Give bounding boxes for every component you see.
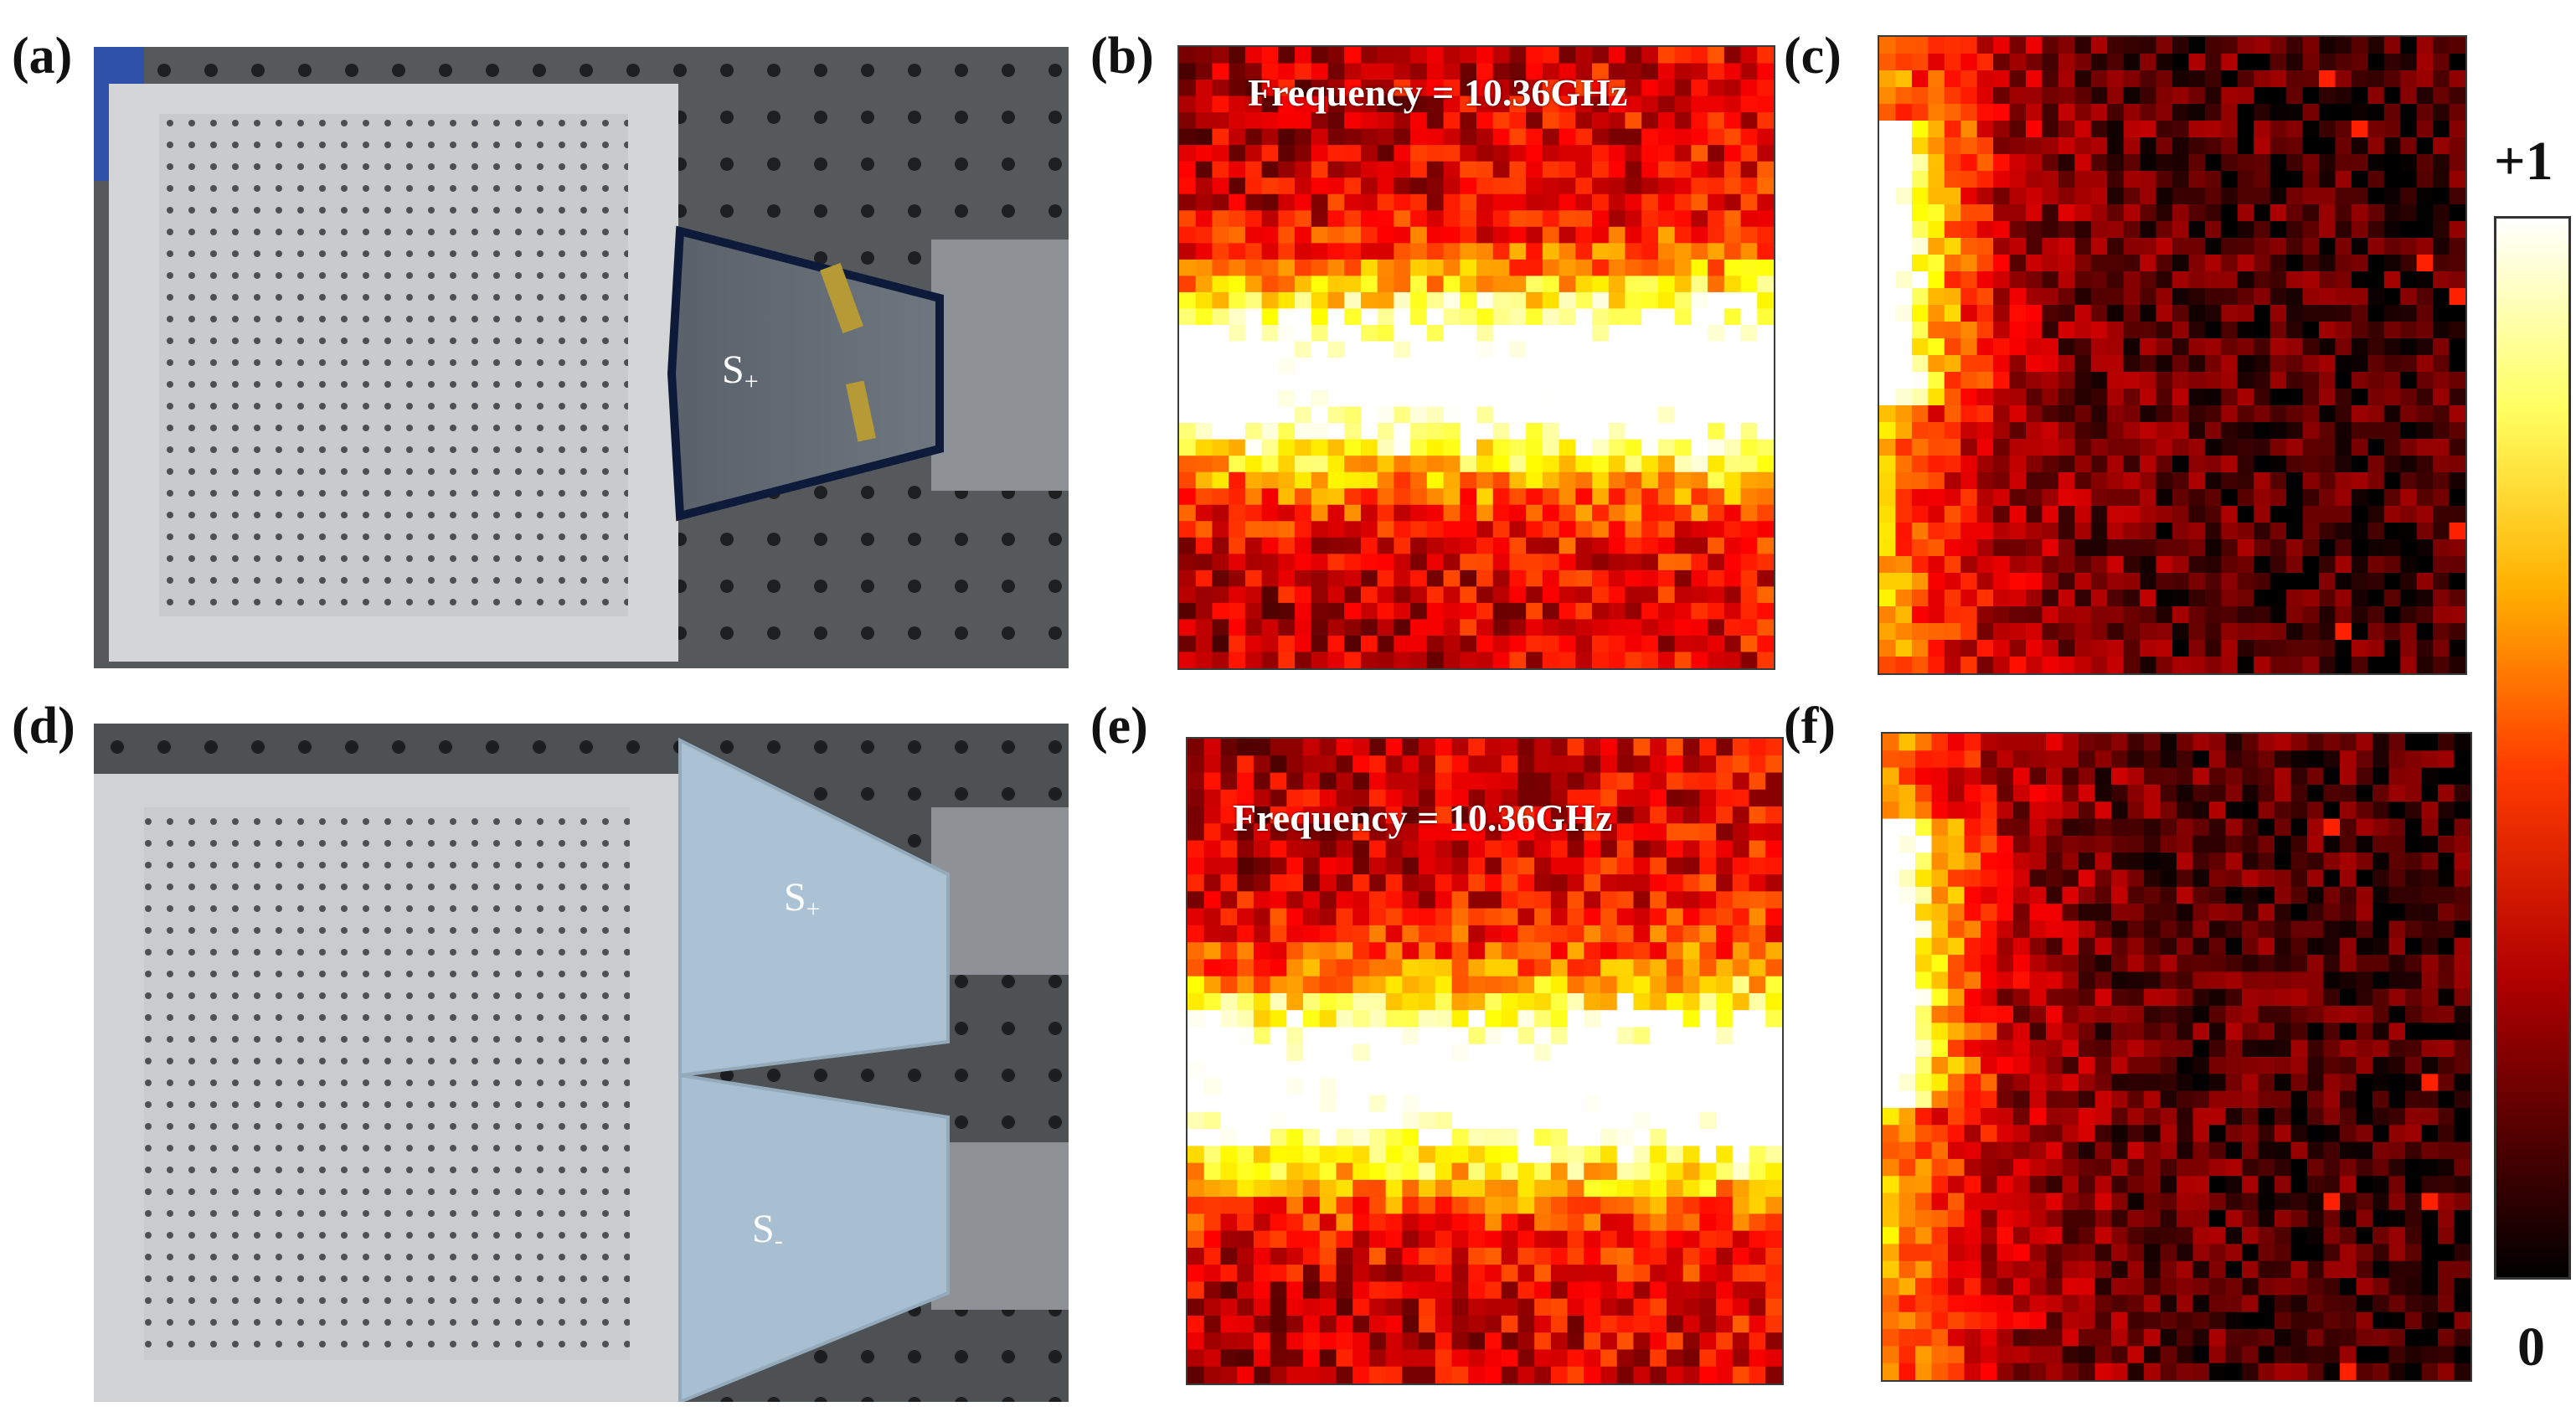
photo-d-sample-two-horns bbox=[94, 724, 1069, 1402]
horn-label-s-plus-a: S+ bbox=[722, 348, 759, 395]
panel-label-e: (e) bbox=[1090, 698, 1148, 755]
colorbar-min-label: 0 bbox=[2517, 1316, 2545, 1378]
panel-label-f: (f) bbox=[1784, 698, 1836, 755]
heatmap-c bbox=[1878, 35, 2467, 675]
waveguide-flange-top bbox=[931, 807, 1069, 975]
heatmap-b-cells bbox=[1179, 47, 1774, 668]
waveguide-flange bbox=[931, 240, 1069, 491]
horn-antenna-top bbox=[678, 737, 950, 1078]
waveguide-flange-bottom bbox=[931, 1142, 1069, 1310]
heatmap-b bbox=[1177, 45, 1775, 670]
perforated-area bbox=[159, 114, 628, 616]
horn-label-s-plus-d: S+ bbox=[784, 875, 821, 923]
colorbar bbox=[2494, 216, 2571, 1280]
frequency-annotation-e: Frequency = 10.36GHz bbox=[1233, 796, 1613, 839]
horn-antenna-bottom bbox=[678, 1073, 950, 1402]
heatmap-e bbox=[1186, 737, 1784, 1385]
horn-antenna bbox=[667, 225, 944, 522]
panel-label-d: (d) bbox=[12, 698, 75, 755]
heatmap-f bbox=[1881, 732, 2472, 1382]
panel-label-b: (b) bbox=[1090, 28, 1154, 85]
perforated-area bbox=[144, 807, 630, 1360]
heatmap-e-cells bbox=[1188, 739, 1782, 1383]
photo-a-sample-single-horn bbox=[94, 47, 1069, 668]
panel-label-c: (c) bbox=[1784, 28, 1842, 85]
colorbar-max-label: +1 bbox=[2494, 131, 2553, 192]
heatmap-c-cells bbox=[1879, 37, 2465, 673]
horn-label-s-minus-d: S- bbox=[752, 1207, 783, 1255]
panel-label-a: (a) bbox=[12, 28, 73, 85]
heatmap-f-cells bbox=[1883, 734, 2470, 1380]
frequency-annotation-b: Frequency = 10.36GHz bbox=[1248, 71, 1628, 114]
